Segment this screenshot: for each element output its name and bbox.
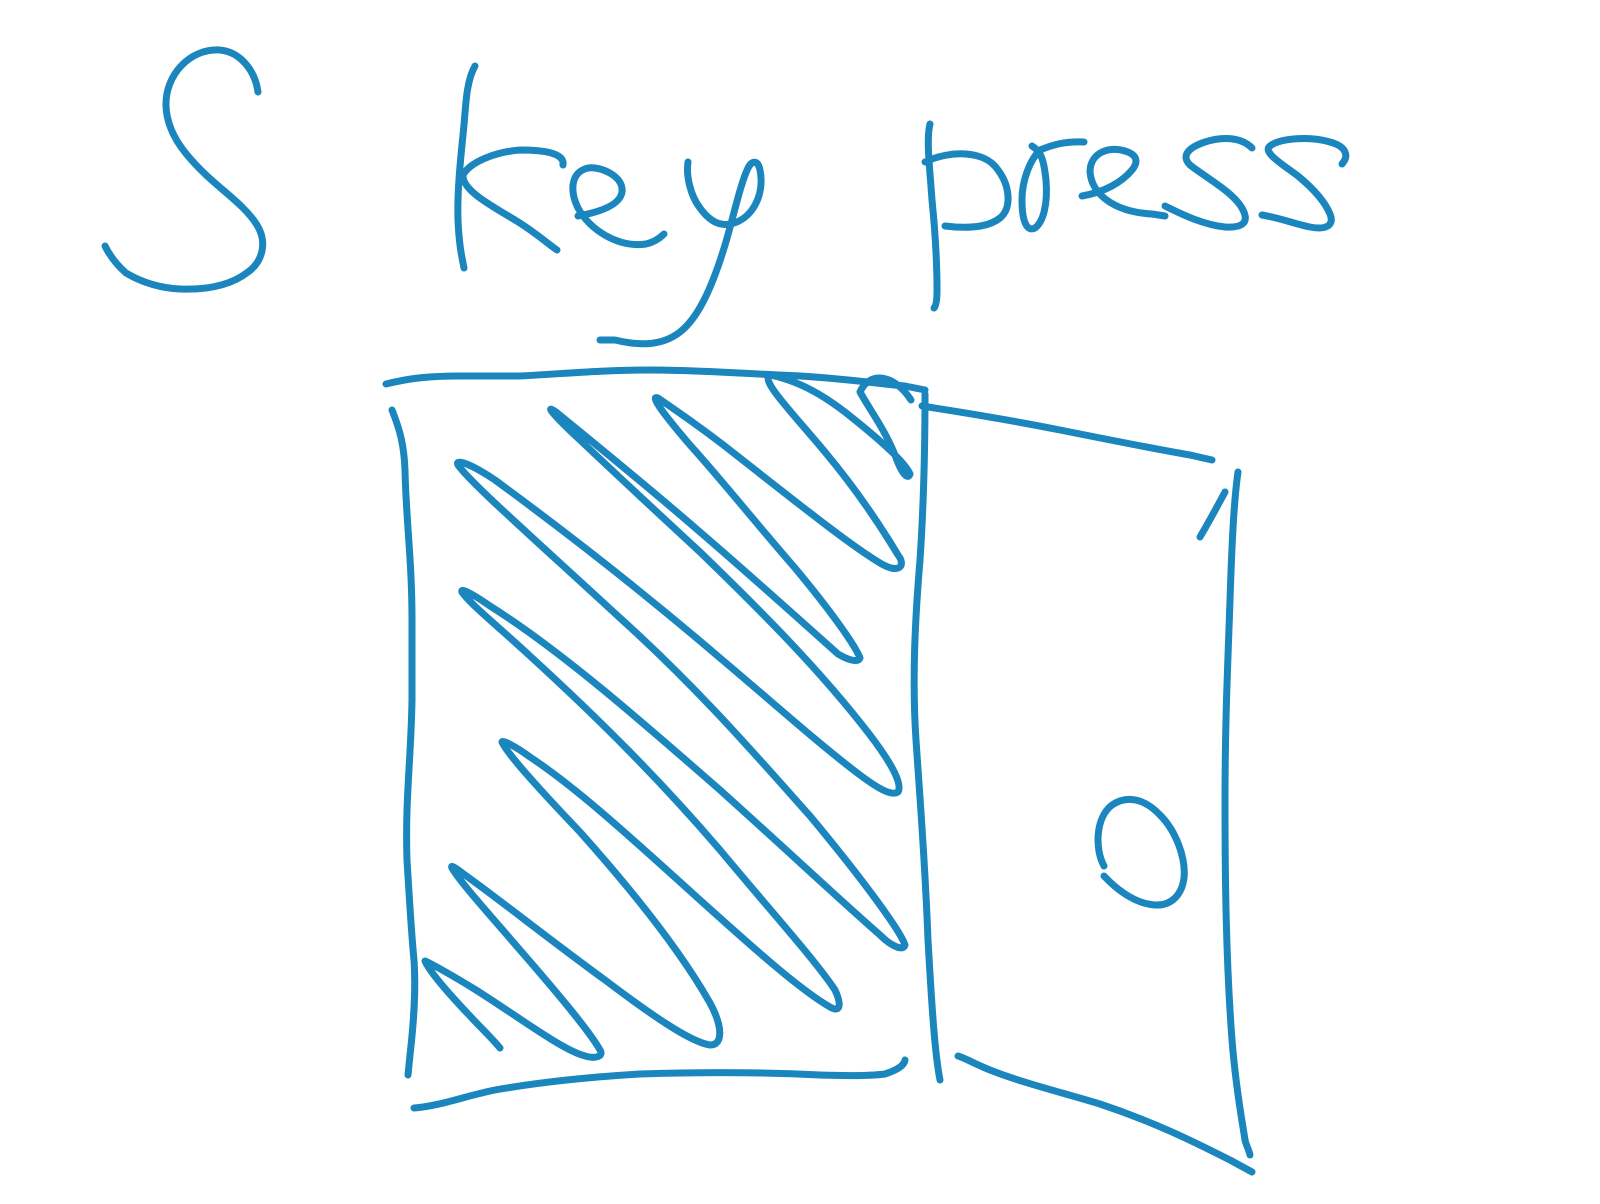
letter-s-second bbox=[1258, 135, 1350, 232]
door-knob bbox=[1094, 795, 1188, 909]
open-door-bottom-edge bbox=[954, 1052, 1256, 1176]
letter-e-second bbox=[1078, 145, 1169, 220]
letter-s-first bbox=[1161, 135, 1256, 231]
door-panel-left-edge bbox=[388, 406, 419, 1079]
door-panel-bottom-edge bbox=[410, 1056, 909, 1112]
door-panel-right-edge bbox=[910, 390, 944, 1084]
door-panel-top-edge bbox=[382, 366, 929, 394]
open-door-top-edge bbox=[918, 402, 1216, 464]
letter-p-stem bbox=[924, 120, 941, 312]
hatch-stroke-1 bbox=[421, 371, 915, 1061]
letter-r-tail bbox=[1036, 138, 1088, 154]
letter-p-bowl bbox=[921, 150, 1012, 231]
letter-e bbox=[569, 164, 668, 249]
letter-k-arm bbox=[459, 146, 567, 254]
door-hinge-tick bbox=[1196, 488, 1229, 541]
letter-s bbox=[101, 46, 267, 293]
letter-k-stem bbox=[454, 62, 479, 272]
open-door-right-edge bbox=[1221, 468, 1254, 1159]
letter-r bbox=[1018, 142, 1050, 233]
letter-y bbox=[596, 158, 765, 348]
